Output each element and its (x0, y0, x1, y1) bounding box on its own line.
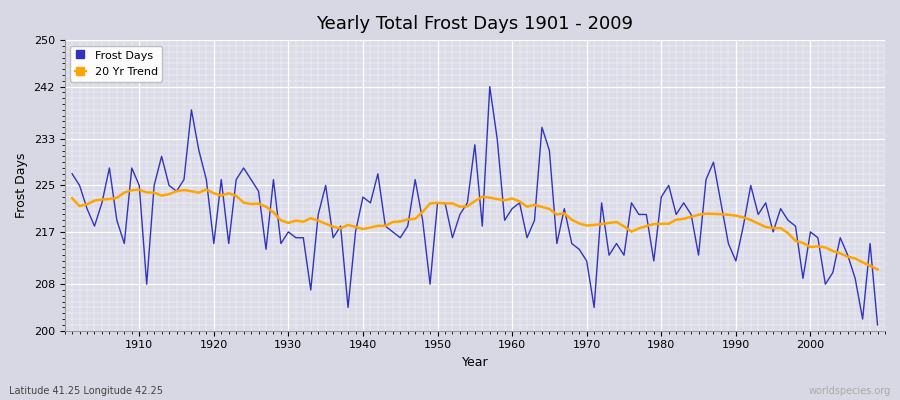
Line: Frost Days: Frost Days (72, 87, 878, 325)
Frost Days (514, 200, 525, 205)
20 Yr Trend (126, 188, 137, 193)
20 Yr Trend (298, 219, 309, 224)
Frost Days (604, 253, 615, 258)
Legend: Frost Days, 20 Yr Trend: Frost Days, 20 Yr Trend (70, 46, 162, 82)
20 Yr Trend (343, 222, 354, 227)
Frost Days (484, 84, 495, 89)
Text: worldspecies.org: worldspecies.org (809, 386, 891, 396)
20 Yr Trend (67, 196, 77, 201)
20 Yr Trend (507, 196, 517, 201)
Frost Days (67, 171, 77, 176)
Frost Days (291, 235, 302, 240)
Frost Days (507, 206, 517, 211)
Y-axis label: Frost Days: Frost Days (15, 153, 28, 218)
Title: Yearly Total Frost Days 1901 - 2009: Yearly Total Frost Days 1901 - 2009 (316, 15, 634, 33)
Frost Days (126, 166, 137, 170)
20 Yr Trend (201, 187, 212, 192)
X-axis label: Year: Year (462, 356, 488, 369)
Frost Days (335, 224, 346, 228)
20 Yr Trend (872, 267, 883, 272)
Text: Latitude 41.25 Longitude 42.25: Latitude 41.25 Longitude 42.25 (9, 386, 163, 396)
20 Yr Trend (514, 199, 525, 204)
Frost Days (872, 322, 883, 327)
Line: 20 Yr Trend: 20 Yr Trend (72, 190, 878, 270)
20 Yr Trend (604, 220, 615, 225)
